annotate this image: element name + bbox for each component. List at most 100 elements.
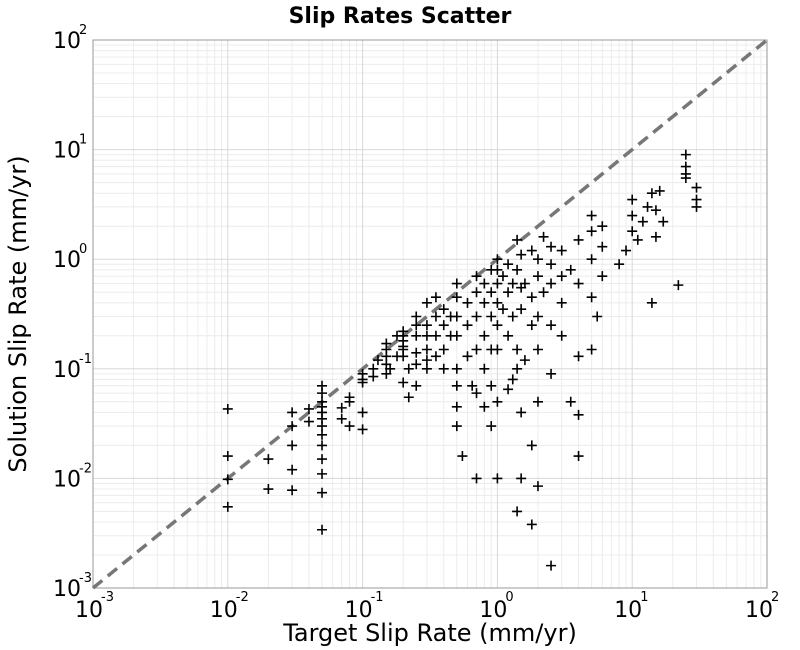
y-tick-exponent: 0 [79, 242, 87, 257]
data-point [658, 216, 669, 227]
data-point [642, 201, 653, 212]
data-point [430, 292, 441, 303]
x-tick-exponent: 2 [771, 590, 779, 605]
data-point [646, 297, 657, 308]
data-point [497, 304, 508, 315]
data-point [597, 221, 608, 232]
data-point [573, 351, 584, 362]
data-point [317, 440, 328, 451]
data-point [492, 264, 503, 275]
grid [92, 39, 768, 589]
x-axis-label: Target Slip Rate (mm/yr) [282, 619, 577, 647]
data-point [512, 363, 523, 374]
data-point [421, 355, 432, 366]
y-tick-exponent: -1 [79, 352, 92, 367]
x-tick-label: 10 [745, 598, 773, 623]
data-point [492, 297, 503, 308]
data-point [654, 185, 665, 196]
data-point [357, 368, 368, 379]
data-point [479, 297, 490, 308]
plot-frame [92, 39, 768, 589]
data-point [457, 451, 468, 462]
data-point [462, 351, 473, 362]
data-point [556, 271, 567, 282]
data-point [403, 363, 414, 374]
data-point [467, 380, 478, 391]
data-point [287, 421, 298, 432]
data-point [381, 338, 392, 349]
data-point [614, 259, 625, 270]
data-point [503, 287, 514, 298]
data-point [503, 384, 514, 395]
data-point [573, 451, 584, 462]
data-point [519, 355, 530, 366]
data-point [317, 396, 328, 407]
data-point [627, 226, 638, 237]
data-point [222, 501, 233, 512]
data-point [222, 474, 233, 485]
data-point [421, 320, 432, 331]
data-point [451, 278, 462, 289]
data-point [546, 241, 557, 252]
data-point [512, 234, 523, 245]
data-point [421, 363, 432, 374]
x-tick-exponent: -3 [101, 590, 114, 605]
data-point [512, 344, 523, 355]
data-point [336, 402, 347, 413]
data-point [317, 468, 328, 479]
data-point [486, 287, 497, 298]
data-point [586, 344, 597, 355]
x-tick-label: 10 [614, 598, 642, 623]
data-point [532, 344, 543, 355]
data-point [462, 320, 473, 331]
data-point [385, 363, 396, 374]
data-point [287, 407, 298, 418]
data-point [438, 344, 449, 355]
data-point [317, 380, 328, 391]
y-tick-exponent: 2 [79, 23, 87, 38]
x-tick-label: 10 [345, 598, 373, 623]
data-point [451, 421, 462, 432]
data-point [586, 226, 597, 237]
data-point [411, 330, 422, 341]
data-point [486, 380, 497, 391]
data-point [451, 330, 462, 341]
data-point [438, 304, 449, 315]
chart-title: Slip Rates Scatter [289, 4, 512, 29]
data-point [586, 292, 597, 303]
data-point [532, 396, 543, 407]
data-point [479, 330, 490, 341]
data-point [556, 245, 567, 256]
data-point [650, 205, 661, 216]
data-point [303, 403, 314, 414]
data-point [451, 380, 462, 391]
data-point [526, 440, 537, 451]
data-point [344, 396, 355, 407]
data-point [546, 368, 557, 379]
y-tick-label: 10 [53, 577, 81, 602]
data-point [403, 392, 414, 403]
data-point [486, 311, 497, 322]
data-point [287, 464, 298, 475]
data-point [565, 396, 576, 407]
data-point [357, 407, 368, 418]
data-point [507, 311, 518, 322]
data-point [691, 194, 702, 205]
data-point [650, 231, 661, 242]
data-point [492, 278, 503, 289]
data-point [516, 304, 527, 315]
data-point [532, 311, 543, 322]
data-point [492, 344, 503, 355]
data-point [492, 473, 503, 484]
data-point [512, 264, 523, 275]
data-point [372, 355, 383, 366]
data-point [222, 403, 233, 414]
data-point [646, 188, 657, 199]
data-point [438, 320, 449, 331]
data-point [503, 259, 514, 270]
data-point [222, 451, 233, 462]
data-point [336, 413, 347, 424]
y-tick-label: 10 [53, 467, 81, 492]
